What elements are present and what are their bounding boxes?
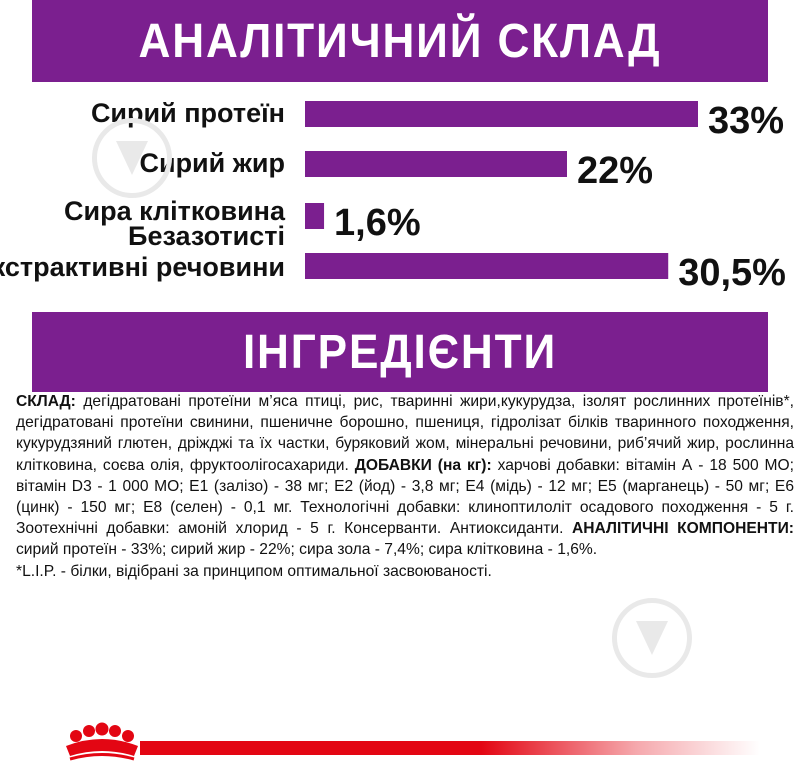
crown-logo-icon	[66, 722, 138, 761]
ingredients-banner: ІНГРЕДІЄНТИ	[32, 312, 768, 392]
bar-2	[305, 203, 325, 229]
components-label: АНАЛІТИЧНІ КОМПОНЕНТИ:	[572, 520, 794, 538]
value-label-1: 22%	[577, 150, 653, 192]
analysis-title: АНАЛІТИЧНИЙ СКЛАД	[138, 14, 662, 68]
value-label-3: 30,5%	[678, 252, 786, 294]
footnote: *L.I.P. - білки, відібрані за принципом …	[16, 562, 492, 580]
components-text: сирий протеїн - 33%; сирий жир - 22%; си…	[16, 541, 598, 559]
download-watermark-icon	[612, 598, 692, 678]
value-label-0: 33%	[708, 100, 784, 142]
additives-label: ДОБАВКИ (на кг):	[354, 456, 492, 474]
category-label-3: екстрактивні речовини	[0, 252, 285, 282]
download-watermark-icon	[92, 118, 172, 198]
ingredients-title: ІНГРЕДІЄНТИ	[242, 325, 558, 379]
composition-label: СКЛАД:	[16, 393, 76, 410]
category-label-3: Безазотисті	[128, 221, 285, 251]
bar-1	[305, 151, 567, 177]
footer-brand-line	[140, 741, 760, 755]
value-label-2: 1,6%	[334, 202, 421, 244]
composition-text: дегідратовані протеїни м’яса птиці, рис,…	[16, 393, 794, 474]
analysis-banner: АНАЛІТИЧНИЙ СКЛАД	[32, 0, 768, 82]
bar-0	[305, 101, 698, 127]
ingredients-text: СКЛАД: дегідратовані протеїни м’яса птиц…	[16, 391, 794, 582]
additives-text: харчові добавки: вітамін А - 18 500 МО; …	[16, 456, 795, 538]
category-label-2: Сира клітковина	[64, 196, 286, 226]
bar-3	[305, 253, 669, 279]
